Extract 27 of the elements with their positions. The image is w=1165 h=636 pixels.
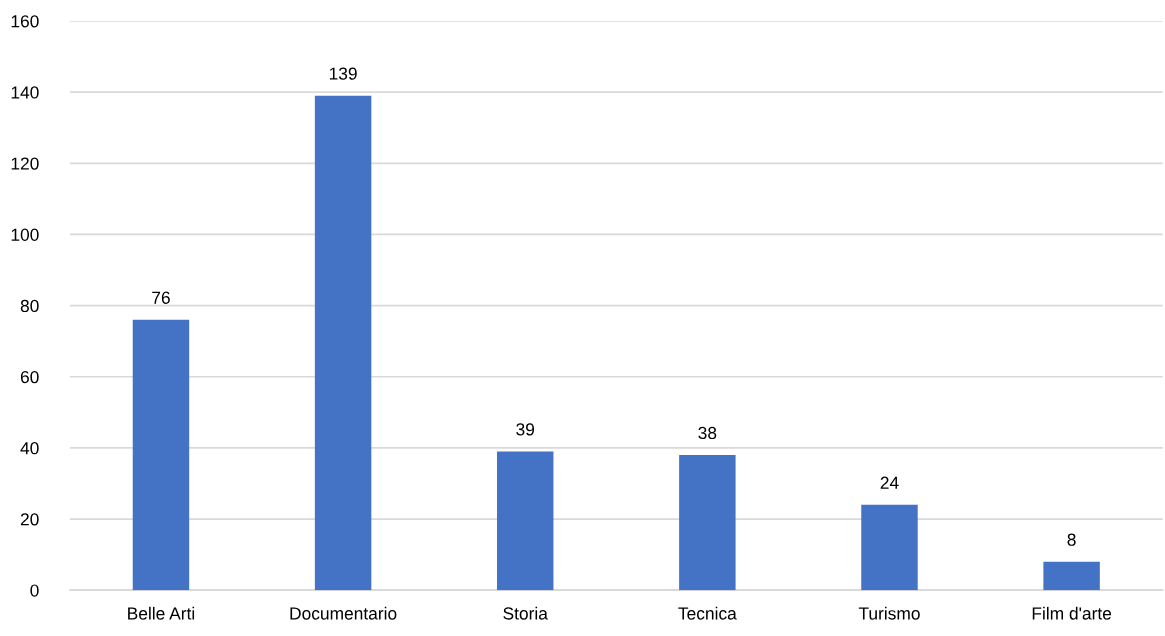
x-tick-label: Belle Arti bbox=[128, 606, 195, 620]
bar bbox=[496, 451, 554, 591]
y-tick-label: 100 bbox=[11, 228, 39, 241]
data-label: 24 bbox=[880, 476, 899, 489]
x-tick-label: Film d'arte bbox=[1032, 606, 1112, 620]
x-tick-label: Storia bbox=[503, 606, 548, 620]
y-tick-label: 60 bbox=[20, 370, 39, 384]
bar bbox=[861, 504, 918, 591]
y-tick-label: 20 bbox=[20, 513, 39, 526]
data-label: 39 bbox=[516, 423, 535, 436]
y-tick-label: 120 bbox=[11, 157, 39, 170]
data-label: 8 bbox=[1067, 533, 1076, 546]
x-tick-label: Documentario bbox=[290, 606, 397, 620]
bar bbox=[1043, 561, 1100, 591]
y-tick-label: 80 bbox=[20, 299, 39, 313]
x-tick-label: Turismo bbox=[858, 606, 920, 620]
bar bbox=[679, 455, 736, 591]
bar bbox=[314, 95, 372, 591]
data-label: 139 bbox=[329, 67, 357, 80]
bar bbox=[132, 319, 190, 591]
x-tick-label: Tecnica bbox=[678, 606, 737, 620]
y-tick-label: 160 bbox=[11, 15, 39, 28]
y-tick-label: 40 bbox=[20, 442, 39, 455]
data-label: 76 bbox=[152, 291, 170, 304]
y-tick-label: 140 bbox=[11, 86, 39, 99]
data-label: 38 bbox=[698, 426, 717, 440]
y-tick-label: 0 bbox=[30, 584, 39, 597]
